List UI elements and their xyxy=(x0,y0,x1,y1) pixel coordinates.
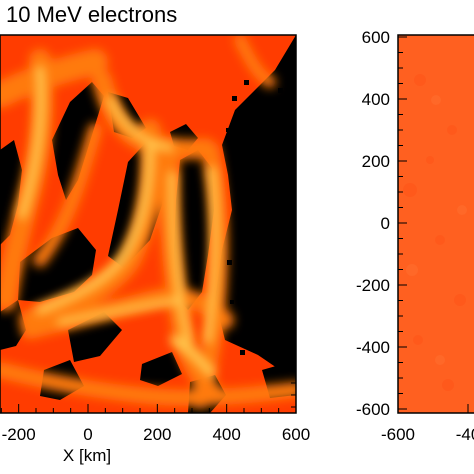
y-tick-label: 400 xyxy=(362,90,390,109)
x-tick-label: 600 xyxy=(282,425,310,444)
y-tick-label: 0 xyxy=(381,214,390,233)
right-heatmap-texture xyxy=(403,74,466,391)
right-y-axis: 600 400 200 0 -200 -400 -600 xyxy=(356,28,407,419)
chart-title: 10 MeV electrons xyxy=(6,2,178,27)
y-tick-label: -200 xyxy=(356,276,390,295)
x-tick-label: 400 xyxy=(212,425,240,444)
right-heatmap-fill xyxy=(398,35,474,413)
x-tick-label: -600 xyxy=(381,425,415,444)
y-tick-label: 600 xyxy=(362,28,390,47)
x-tick-label: 0 xyxy=(83,425,92,444)
y-tick-label: -400 xyxy=(356,338,390,357)
left-heatmap xyxy=(0,35,296,413)
left-plot-frame xyxy=(0,34,297,414)
x-tick-label: 200 xyxy=(143,425,171,444)
y-tick-label: -600 xyxy=(356,400,390,419)
left-x-axis: -200 0 200 400 600 xyxy=(0,34,310,444)
x-tick-label: -40 xyxy=(456,425,474,444)
x-axis-label: X [km] xyxy=(63,446,111,465)
x-tick-label: -200 xyxy=(2,425,36,444)
right-x-axis: -600 -40 xyxy=(381,404,474,444)
y-tick-label: 200 xyxy=(362,152,390,171)
right-heatmap-texture-light xyxy=(406,95,467,365)
heatmap-speckles xyxy=(226,80,283,355)
heatmap-high-filaments xyxy=(17,65,220,377)
right-heatmap xyxy=(398,35,474,413)
right-plot-frame xyxy=(397,34,474,414)
